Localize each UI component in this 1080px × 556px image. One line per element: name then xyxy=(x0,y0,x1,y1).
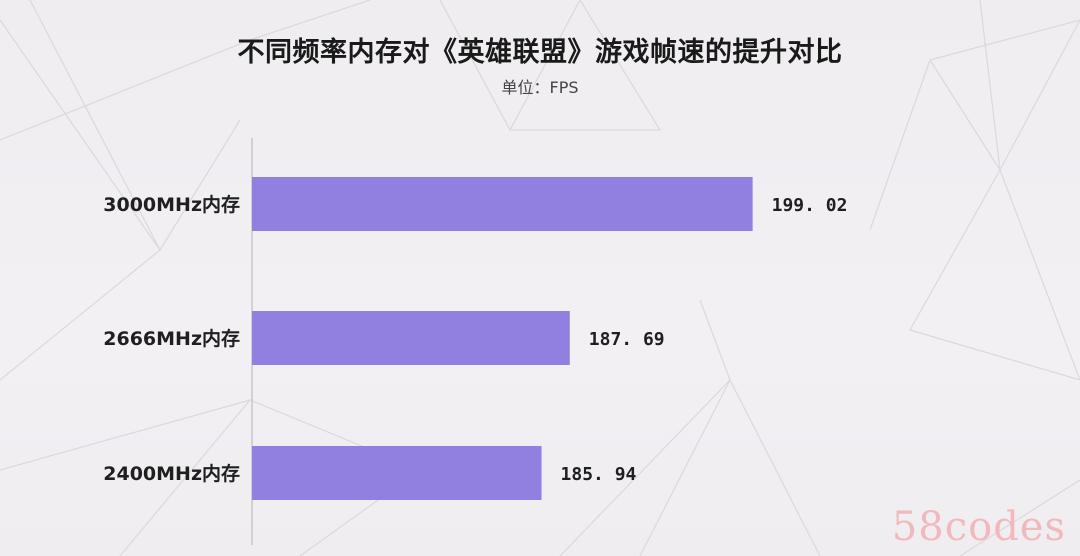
value-label: 199. 02 xyxy=(772,195,848,216)
bar-1 xyxy=(252,177,753,231)
value-label: 187. 69 xyxy=(589,329,665,350)
bar-3 xyxy=(252,446,542,500)
category-label: 2666MHz内存 xyxy=(103,327,240,350)
category-label: 2400MHz内存 xyxy=(103,462,240,485)
value-label: 185. 94 xyxy=(561,464,637,485)
bar-2 xyxy=(252,311,570,365)
chart-title: 不同频率内存对《英雄联盟》游戏帧速的提升对比 xyxy=(237,37,843,68)
category-label: 3000MHz内存 xyxy=(103,193,240,216)
chart-subtitle: 单位：FPS xyxy=(501,78,579,97)
watermark: 58codes xyxy=(891,504,1066,550)
